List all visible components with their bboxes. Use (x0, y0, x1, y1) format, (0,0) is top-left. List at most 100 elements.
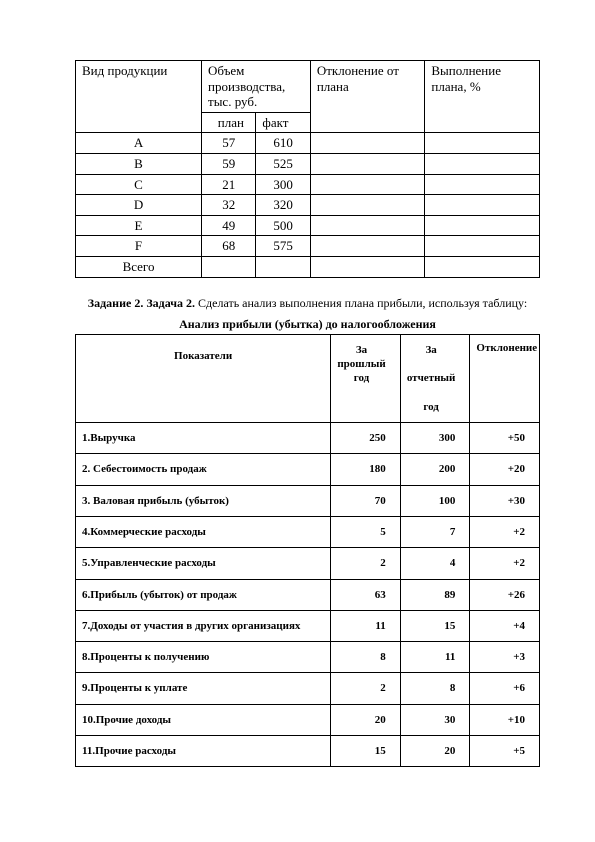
cell-curr: 300 (400, 423, 470, 454)
cell-fact: 320 (256, 195, 310, 216)
cell-prev: 8 (331, 642, 401, 673)
production-table: Вид продукции Объем производства, тыс. р… (75, 60, 540, 278)
cell-fact: 575 (256, 236, 310, 257)
cell-prev: 2 (331, 548, 401, 579)
cell-prev: 63 (331, 579, 401, 610)
cell-curr: 30 (400, 704, 470, 735)
cell-dev: +20 (470, 454, 540, 485)
table-row: 11.Прочие расходы1520+5 (76, 735, 540, 766)
hdr-deviation: Отклонение от плана (310, 61, 425, 133)
cell-pct (425, 215, 540, 236)
cell-fact: 300 (256, 174, 310, 195)
cell-indicator: 11.Прочие расходы (76, 735, 331, 766)
table-row: 3. Валовая прибыль (убыток)70100+30 (76, 485, 540, 516)
hdr-dev: Отклонение (470, 334, 540, 422)
cell-pct (425, 133, 540, 154)
cell-dev: +10 (470, 704, 540, 735)
cell-dev: +2 (470, 516, 540, 547)
cell-plan: 49 (202, 215, 256, 236)
cell-product: E (76, 215, 202, 236)
cell-curr: 200 (400, 454, 470, 485)
profit-table: Показатели За прошлый год За отчетный го… (75, 334, 540, 768)
cell-product: B (76, 153, 202, 174)
cell-prev: 20 (331, 704, 401, 735)
cell-pct (425, 236, 540, 257)
cell-fact: 525 (256, 153, 310, 174)
cell-indicator: 2. Себестоимость продаж (76, 454, 331, 485)
cell-product: C (76, 174, 202, 195)
cell-dev: +6 (470, 673, 540, 704)
total-fact (256, 256, 310, 277)
task-bold: Задание 2. Задача 2. (88, 296, 195, 310)
cell-plan: 32 (202, 195, 256, 216)
cell-prev: 180 (331, 454, 401, 485)
cell-curr: 4 (400, 548, 470, 579)
task-rest: Сделать анализ выполнения плана прибыли,… (198, 296, 527, 310)
cell-dev: +50 (470, 423, 540, 454)
cell-product: A (76, 133, 202, 154)
table-row: 10.Прочие доходы2030+10 (76, 704, 540, 735)
cell-pct (425, 153, 540, 174)
cell-dev (310, 174, 425, 195)
cell-dev: +26 (470, 579, 540, 610)
cell-dev: +2 (470, 548, 540, 579)
cell-indicator: 7.Доходы от участия в других организация… (76, 610, 331, 641)
table-row: A57610 (76, 133, 540, 154)
cell-prev: 11 (331, 610, 401, 641)
cell-prev: 70 (331, 485, 401, 516)
hdr-curr: За отчетный год (400, 334, 470, 422)
cell-dev: +3 (470, 642, 540, 673)
cell-dev: +30 (470, 485, 540, 516)
hdr-product: Вид продукции (76, 61, 202, 133)
cell-plan: 57 (202, 133, 256, 154)
hdr-plan: план (202, 112, 256, 133)
table-row: 7.Доходы от участия в других организация… (76, 610, 540, 641)
table-row: 9.Проценты к уплате28+6 (76, 673, 540, 704)
cell-curr: 15 (400, 610, 470, 641)
cell-curr: 7 (400, 516, 470, 547)
table-row: C21300 (76, 174, 540, 195)
hdr-fact: факт (256, 112, 310, 133)
cell-dev: +5 (470, 735, 540, 766)
cell-indicator: 4.Коммерческие расходы (76, 516, 331, 547)
total-label: Всего (76, 256, 202, 277)
cell-pct (425, 174, 540, 195)
cell-indicator: 6.Прибыль (убыток) от продаж (76, 579, 331, 610)
cell-indicator: 5.Управленческие расходы (76, 548, 331, 579)
cell-curr: 8 (400, 673, 470, 704)
table-row: F68575 (76, 236, 540, 257)
table-row: 4.Коммерческие расходы57+2 (76, 516, 540, 547)
table-row: 8.Проценты к получению811+3 (76, 642, 540, 673)
cell-indicator: 3. Валовая прибыль (убыток) (76, 485, 331, 516)
cell-product: F (76, 236, 202, 257)
cell-dev (310, 195, 425, 216)
table-row: 1.Выручка250300+50 (76, 423, 540, 454)
total-pct (425, 256, 540, 277)
table-row: 5.Управленческие расходы24+2 (76, 548, 540, 579)
cell-indicator: 10.Прочие доходы (76, 704, 331, 735)
cell-fact: 500 (256, 215, 310, 236)
cell-pct (425, 195, 540, 216)
cell-prev: 15 (331, 735, 401, 766)
cell-curr: 89 (400, 579, 470, 610)
hdr-indicator: Показатели (76, 334, 331, 422)
cell-indicator: 1.Выручка (76, 423, 331, 454)
hdr-prev: За прошлый год (331, 334, 401, 422)
cell-indicator: 8.Проценты к получению (76, 642, 331, 673)
hdr-volume: Объем производства, тыс. руб. (202, 61, 311, 113)
total-dev (310, 256, 425, 277)
total-plan (202, 256, 256, 277)
cell-plan: 59 (202, 153, 256, 174)
cell-curr: 20 (400, 735, 470, 766)
cell-dev (310, 236, 425, 257)
cell-indicator: 9.Проценты к уплате (76, 673, 331, 704)
cell-prev: 5 (331, 516, 401, 547)
cell-prev: 250 (331, 423, 401, 454)
cell-dev: +4 (470, 610, 540, 641)
cell-plan: 68 (202, 236, 256, 257)
cell-fact: 610 (256, 133, 310, 154)
cell-product: D (76, 195, 202, 216)
table-row: D32320 (76, 195, 540, 216)
table-row: B59525 (76, 153, 540, 174)
table-row: E49500 (76, 215, 540, 236)
